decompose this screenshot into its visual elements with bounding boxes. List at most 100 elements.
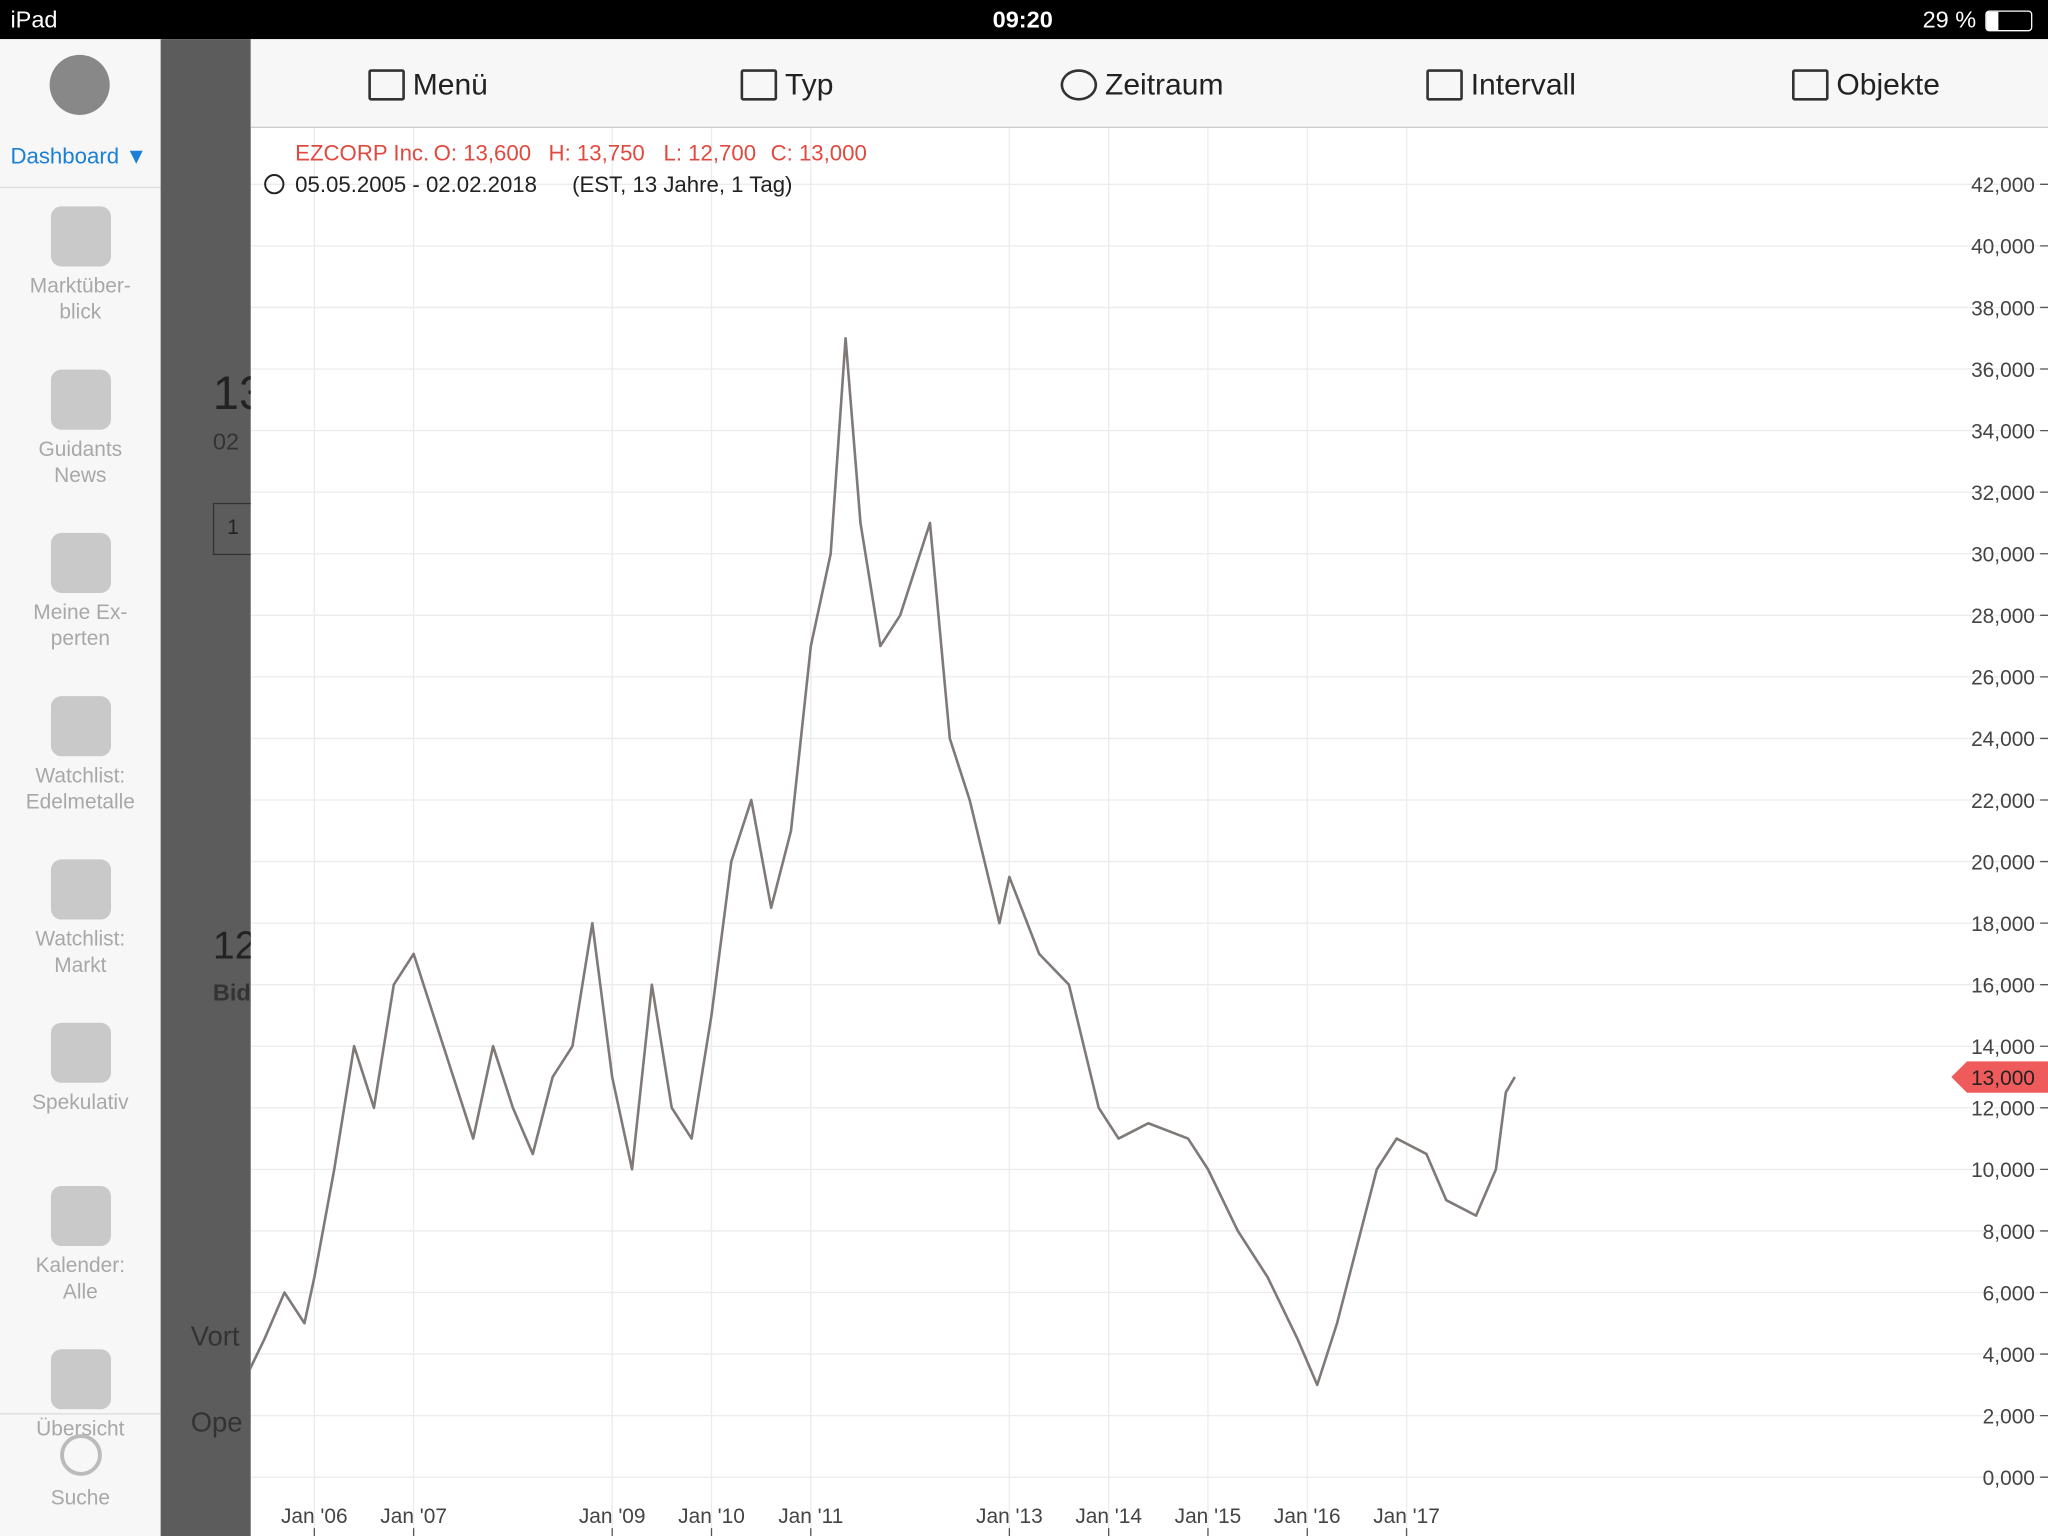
search-label: Suche	[50, 1487, 110, 1510]
bg-text: Vort	[190, 1321, 240, 1352]
toolbar-button[interactable]: Typ	[740, 65, 834, 102]
toolbar-label: Typ	[784, 67, 834, 102]
y-tick-label: 2,000	[1983, 1405, 2035, 1428]
y-tick-label: 34,000	[1971, 420, 2035, 443]
x-tick-label: Jan '07	[380, 1505, 447, 1528]
menu-label: Übersicht	[36, 1418, 125, 1441]
menu-icon	[50, 859, 111, 920]
y-tick-label: 12,000	[1971, 1098, 2035, 1121]
battery-icon	[1985, 10, 2033, 32]
x-tick-label: Jan '09	[579, 1505, 646, 1528]
y-tick-label: 28,000	[1971, 605, 2035, 628]
toolbar: Menü Typ Zeitraum Intervall Objekte	[250, 39, 2048, 128]
y-tick-label: 10,000	[1971, 1159, 2035, 1182]
y-tick-label: 26,000	[1971, 667, 2035, 690]
ohlc-value: L: 12,700	[664, 141, 757, 166]
menu-label: Watchlist: Edelmetalle	[25, 765, 135, 814]
y-tick-label: 16,000	[1971, 975, 2035, 998]
menu-item[interactable]: Meine Ex- perten	[0, 532, 161, 653]
menu-icon	[50, 696, 111, 757]
price-line	[250, 336, 1516, 1387]
menu-item[interactable]: Spekulativ	[0, 1022, 161, 1117]
toolbar-button[interactable]: Objekte	[1791, 65, 1940, 102]
y-tick-label: 0,000	[1983, 1467, 2035, 1490]
bg-text: Ope	[190, 1407, 243, 1439]
menu-label: Meine Ex- perten	[33, 602, 128, 651]
date-range: 05.05.2005 - 02.02.2018	[295, 172, 537, 197]
clock-icon	[264, 174, 285, 195]
toolbar-button[interactable]: Menü	[368, 65, 488, 102]
menu-label: Spekulativ	[32, 1091, 129, 1115]
battery-level: 29 %	[1922, 6, 1977, 33]
search-icon	[59, 1434, 102, 1476]
toolbar-label: Intervall	[1470, 67, 1576, 102]
menu-label: Marktüber- blick	[29, 275, 131, 324]
last-price-tag	[1951, 1061, 2048, 1093]
ohlc-value: O: 13,600	[434, 141, 531, 166]
x-tick-label: Jan '10	[678, 1505, 745, 1528]
chart: 0,000 2,000 4,000 6,000 8,000 10,000 12,000 14,…	[250, 127, 2048, 1536]
menu-icon	[50, 1022, 111, 1083]
search-button[interactable]: Suche	[0, 1434, 161, 1512]
divider	[0, 186, 161, 189]
toolbar-icon	[1426, 69, 1463, 101]
toolbar-button[interactable]: Zeitraum	[1060, 65, 1224, 102]
menu-label: Kalender: Alle	[35, 1255, 126, 1304]
sidebar: Dashboard ▼ Marktüber- blick Guidants New…	[0, 39, 162, 1536]
range-detail: (EST, 13 Jahre, 1 Tag)	[572, 172, 792, 197]
toolbar-icon	[1791, 69, 1829, 101]
x-tick-label: Jan '16	[1274, 1505, 1341, 1528]
menu-item[interactable]: Übersicht	[0, 1349, 161, 1443]
y-tick-label: 8,000	[1983, 1221, 2035, 1244]
chart-title: EZCORP Inc.	[295, 141, 429, 166]
y-tick-label: 36,000	[1971, 359, 2035, 382]
ohlc-value: H: 13,750	[549, 141, 645, 166]
x-tick-label: Jan '15	[1175, 1505, 1242, 1528]
y-tick-label: 42,000	[1971, 174, 2035, 197]
menu-item[interactable]: Guidants News	[0, 369, 161, 490]
menu-icon	[50, 1185, 111, 1247]
y-tick-label: 32,000	[1971, 482, 2035, 505]
menu-icon	[50, 206, 111, 267]
bg-text: 13	[212, 365, 251, 420]
menu-item[interactable]: Watchlist: Markt	[0, 859, 161, 979]
avatar[interactable]	[49, 54, 110, 115]
chart-background	[250, 127, 2048, 1536]
bg-text: 1	[212, 502, 251, 556]
y-tick-label: 18,000	[1971, 913, 2035, 936]
menu-label: Watchlist: Markt	[35, 928, 126, 977]
menu-item[interactable]: Watchlist: Edelmetalle	[0, 696, 161, 816]
toolbar-button[interactable]: Intervall	[1426, 65, 1576, 102]
y-tick-label: 20,000	[1971, 851, 2035, 874]
x-tick-label: Jan '17	[1373, 1505, 1440, 1528]
menu-item[interactable]: Marktüber- blick	[0, 206, 161, 326]
y-tick-label: 30,000	[1971, 544, 2035, 567]
x-tick-label: Jan '13	[976, 1505, 1043, 1528]
bg-text: 12	[212, 924, 251, 968]
background-panel: 13 02 1 12 Bid Vort Ope	[160, 39, 251, 1536]
toolbar-icon	[1060, 69, 1098, 101]
dashboard-link[interactable]: Dashboard ▼	[10, 143, 148, 169]
y-tick-label: 24,000	[1971, 728, 2035, 751]
y-tick-label: 38,000	[1971, 297, 2035, 320]
x-tick-label: Jan '06	[281, 1505, 348, 1528]
y-tick-label: 6,000	[1983, 1282, 2035, 1305]
status-bar: iPad 09:20 29 %	[0, 0, 2048, 40]
bg-text: 02	[212, 428, 240, 455]
menu-icon	[50, 1349, 111, 1410]
x-tick-label: Jan '14	[1075, 1505, 1142, 1528]
menu-icon	[50, 369, 111, 430]
bg-text: Bid	[212, 979, 251, 1006]
toolbar-label: Zeitraum	[1104, 67, 1224, 102]
menu-label: Guidants News	[38, 438, 123, 488]
dashboard-label: Dashboard	[10, 143, 120, 169]
menu-item[interactable]: Kalender: Alle	[0, 1185, 161, 1306]
y-tick-label: 40,000	[1971, 236, 2035, 259]
toolbar-label: Menü	[412, 67, 488, 102]
y-tick-label: 14,000	[1971, 1036, 2035, 1059]
y-tick-label: 4,000	[1983, 1344, 2035, 1367]
y-tick-label: 22,000	[1971, 790, 2035, 813]
x-tick-label: Jan '11	[778, 1505, 843, 1528]
